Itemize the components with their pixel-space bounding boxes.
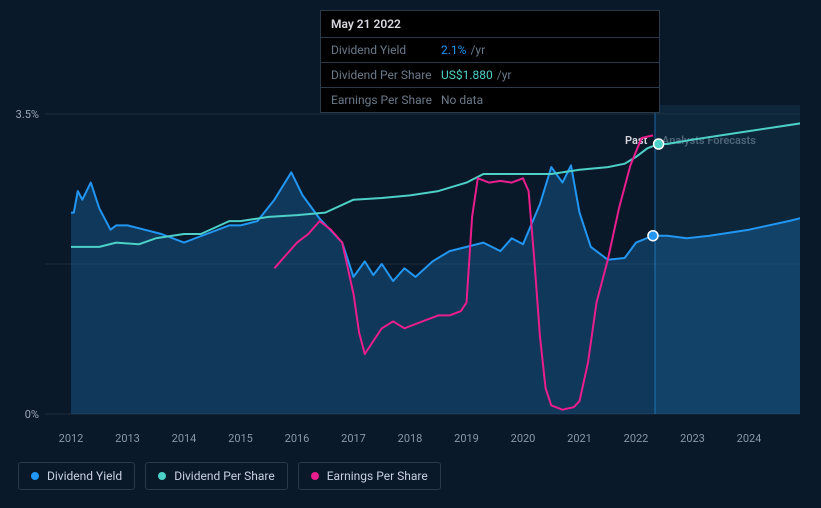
x-axis-year-label: 2021: [567, 432, 592, 445]
x-axis-year-label: 2014: [172, 432, 197, 445]
x-axis-year-label: 2019: [454, 432, 479, 445]
tooltip-row: Dividend Per Share US$1.880 /yr: [321, 63, 659, 88]
tooltip-row-value: No data: [441, 93, 483, 107]
legend-marker-icon: [311, 472, 319, 480]
tooltip-row: Dividend Yield 2.1% /yr: [321, 38, 659, 63]
x-axis-year-label: 2012: [59, 432, 84, 445]
legend-label: Dividend Per Share: [174, 469, 275, 483]
x-axis-year-label: 2023: [680, 432, 705, 445]
y-axis-min-label: 0%: [4, 408, 39, 421]
legend-item-dividend-yield[interactable]: Dividend Yield: [18, 462, 135, 490]
legend-item-dividend-per-share[interactable]: Dividend Per Share: [145, 462, 288, 490]
tooltip-row: Earnings Per Share No data: [321, 88, 659, 112]
legend-marker-icon: [31, 472, 39, 480]
chart-area[interactable]: [45, 105, 800, 435]
x-axis-year-label: 2024: [737, 432, 762, 445]
tooltip-row-label: Earnings Per Share: [331, 93, 441, 107]
tooltip-date: May 21 2022: [321, 11, 659, 38]
x-axis-year-label: 2022: [624, 432, 649, 445]
tooltip-row-value: 2.1%: [441, 43, 466, 57]
legend: Dividend Yield Dividend Per Share Earnin…: [18, 462, 441, 490]
tooltip-row-suffix: /yr: [497, 68, 512, 82]
x-axis-year-label: 2013: [115, 432, 140, 445]
x-axis-year-label: 2015: [228, 432, 253, 445]
legend-marker-icon: [158, 472, 166, 480]
x-axis-year-label: 2020: [511, 432, 536, 445]
tooltip-row-suffix: /yr: [470, 43, 485, 57]
x-axis-year-label: 2017: [341, 432, 366, 445]
x-axis-year-label: 2018: [398, 432, 423, 445]
tooltip-row-value: US$1.880: [441, 68, 493, 82]
x-axis-year-label: 2016: [285, 432, 310, 445]
tooltip-row-label: Dividend Per Share: [331, 68, 441, 82]
chart-tooltip: May 21 2022 Dividend Yield 2.1% /yr Divi…: [320, 10, 660, 113]
tooltip-row-label: Dividend Yield: [331, 43, 441, 57]
legend-label: Earnings Per Share: [327, 469, 428, 483]
legend-label: Dividend Yield: [47, 469, 122, 483]
legend-item-earnings-per-share[interactable]: Earnings Per Share: [298, 462, 441, 490]
y-axis-max-label: 3.5%: [4, 108, 39, 121]
